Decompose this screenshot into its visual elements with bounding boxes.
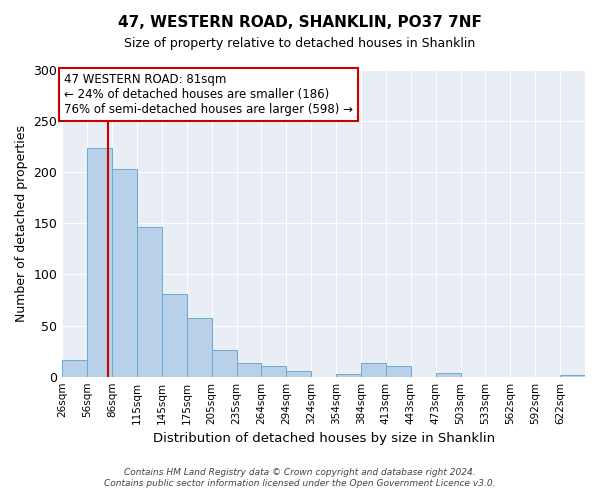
Bar — [286, 370, 311, 376]
Text: Size of property relative to detached houses in Shanklin: Size of property relative to detached ho… — [124, 38, 476, 51]
Bar — [137, 228, 162, 376]
Bar — [361, 364, 386, 376]
X-axis label: Distribution of detached houses by size in Shanklin: Distribution of detached houses by size … — [152, 432, 495, 445]
Text: 47, WESTERN ROAD, SHANKLIN, PO37 7NF: 47, WESTERN ROAD, SHANKLIN, PO37 7NF — [118, 15, 482, 30]
Bar — [187, 318, 212, 376]
Bar — [62, 360, 87, 376]
Text: Contains HM Land Registry data © Crown copyright and database right 2024.
Contai: Contains HM Land Registry data © Crown c… — [104, 468, 496, 487]
Text: 47 WESTERN ROAD: 81sqm
← 24% of detached houses are smaller (186)
76% of semi-de: 47 WESTERN ROAD: 81sqm ← 24% of detached… — [64, 73, 353, 116]
Bar — [87, 148, 112, 376]
Bar — [162, 294, 187, 376]
Bar — [262, 366, 286, 376]
Bar — [336, 374, 361, 376]
Bar — [236, 364, 262, 376]
Bar — [212, 350, 236, 376]
Bar — [112, 169, 137, 376]
Bar — [386, 366, 411, 376]
Bar — [560, 374, 585, 376]
Y-axis label: Number of detached properties: Number of detached properties — [15, 125, 28, 322]
Bar — [436, 372, 461, 376]
